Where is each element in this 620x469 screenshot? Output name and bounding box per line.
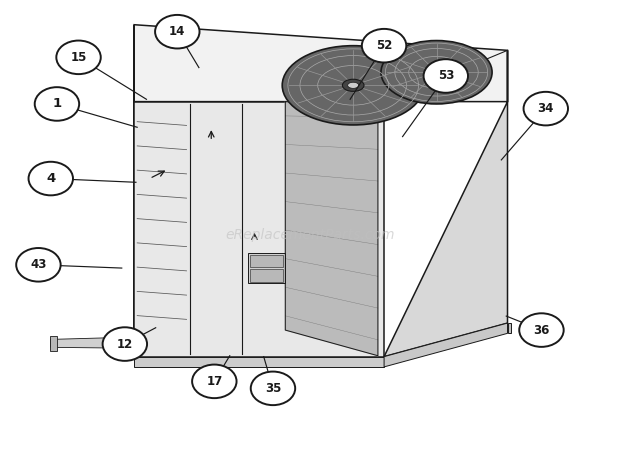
Polygon shape: [134, 356, 384, 367]
Text: 35: 35: [265, 382, 281, 395]
Text: 4: 4: [46, 172, 55, 185]
Text: 15: 15: [70, 51, 87, 64]
Text: 17: 17: [206, 375, 223, 388]
Circle shape: [56, 40, 101, 74]
Bar: [250, 255, 283, 267]
Circle shape: [523, 92, 568, 125]
Polygon shape: [134, 102, 384, 356]
Text: 53: 53: [438, 69, 454, 83]
Circle shape: [423, 59, 468, 93]
Text: 52: 52: [376, 39, 392, 52]
Circle shape: [103, 327, 147, 361]
Circle shape: [519, 313, 564, 347]
Polygon shape: [384, 50, 508, 356]
Circle shape: [16, 248, 61, 281]
Polygon shape: [508, 323, 511, 333]
Bar: [250, 269, 283, 281]
Ellipse shape: [432, 70, 441, 75]
Polygon shape: [285, 102, 378, 356]
Ellipse shape: [381, 40, 492, 104]
Circle shape: [362, 29, 406, 62]
Polygon shape: [50, 336, 57, 351]
Text: 36: 36: [533, 324, 550, 337]
Text: 12: 12: [117, 338, 133, 350]
Circle shape: [155, 15, 200, 48]
Circle shape: [192, 364, 237, 398]
Ellipse shape: [348, 82, 359, 88]
Circle shape: [35, 87, 79, 121]
Polygon shape: [384, 323, 508, 367]
Circle shape: [29, 162, 73, 195]
Text: 1: 1: [52, 98, 61, 111]
Text: 34: 34: [538, 102, 554, 115]
Text: 14: 14: [169, 25, 185, 38]
Bar: [248, 253, 285, 283]
Text: eReplacementParts.com: eReplacementParts.com: [225, 227, 395, 242]
Polygon shape: [51, 337, 134, 348]
Ellipse shape: [428, 68, 445, 77]
Text: 43: 43: [30, 258, 46, 271]
Polygon shape: [134, 25, 508, 102]
Ellipse shape: [282, 45, 424, 125]
Circle shape: [250, 371, 295, 405]
Ellipse shape: [342, 79, 364, 91]
